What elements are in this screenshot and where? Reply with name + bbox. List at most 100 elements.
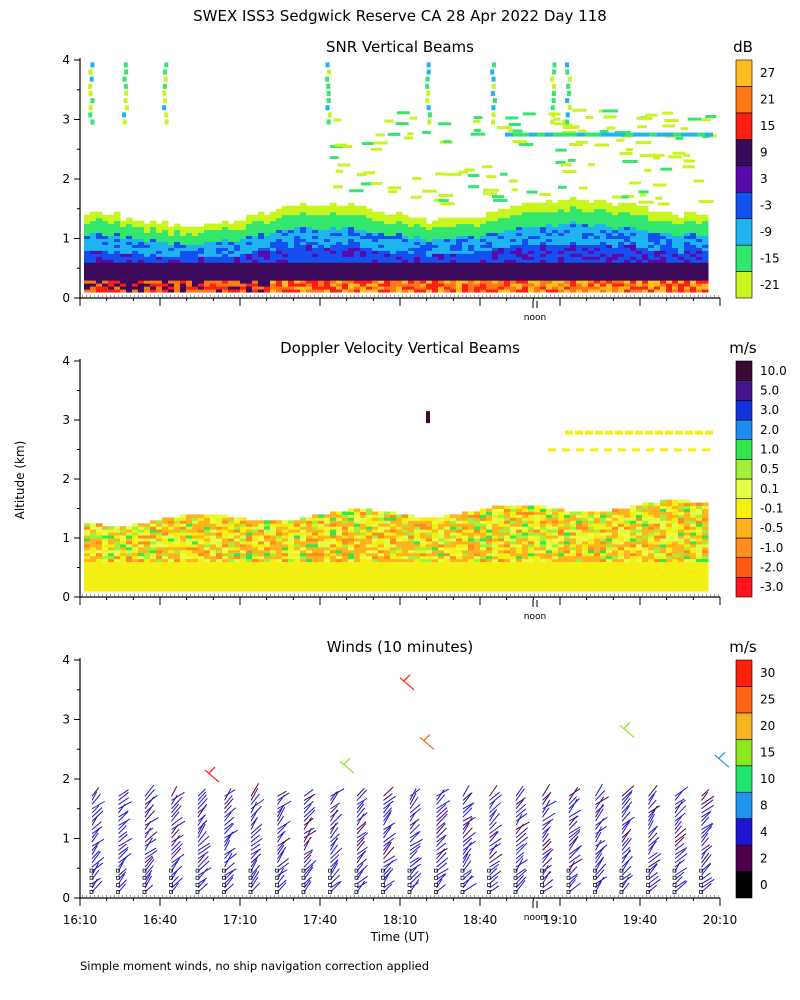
doppler-cell [342,552,349,557]
snr-cell [438,262,445,266]
snr-cell [516,274,523,278]
snr-cell [373,141,388,145]
doppler-cell [96,540,103,545]
doppler-cell [456,540,463,545]
snr-cell [462,265,469,269]
doppler-cell [282,529,289,533]
snr-cell [246,274,253,278]
snr-cell [630,226,637,231]
snr-cell [696,250,703,254]
doppler-cell [90,576,97,580]
snr-cell [498,220,505,225]
doppler-cell [108,526,115,530]
doppler-cell [132,579,139,583]
snr-cell [540,211,547,216]
snr-cell [312,241,319,245]
snr-cell [606,220,613,225]
snr-cell [336,265,343,269]
doppler-cell [126,529,133,533]
doppler-cell [516,561,523,566]
doppler-cell [312,582,319,586]
snr-cell [168,271,175,275]
doppler-cell [180,529,187,533]
doppler-cell [84,582,91,586]
doppler-cell [396,564,403,568]
doppler-cell [222,573,229,577]
snr-cell [396,259,403,263]
doppler-cell [480,526,487,530]
snr-cell [490,69,495,75]
snr-cell [618,220,625,225]
snr-cell [426,226,433,231]
snr-cell [258,226,265,231]
doppler-cell [234,564,241,568]
snr-cell [636,274,643,278]
snr-cell [528,253,535,257]
doppler-cell [468,546,475,551]
snr-cell [108,247,115,251]
doppler-cell [318,549,325,554]
snr-cell [662,111,673,115]
doppler-cell [114,567,121,571]
snr-cell [318,286,325,290]
snr-cell [108,229,115,234]
snr-cell [102,214,109,219]
snr-cell [510,286,517,290]
snr-cell [126,277,133,281]
snr-cell [647,153,656,157]
doppler-cell [264,532,271,536]
doppler-cell [372,540,379,545]
snr-cell [684,262,691,266]
snr-cell [342,208,349,213]
snr-cell [180,277,187,281]
snr-cell [582,241,589,245]
snr-cell [491,195,505,199]
snr-cell [349,189,364,193]
snr-cell [696,217,703,222]
doppler-cell [156,543,163,548]
colorbar-swatch [735,271,753,299]
snr-cell [567,90,572,96]
snr-cell [678,241,685,245]
snr-cell [288,229,295,234]
colorbar-swatch [735,86,753,114]
doppler-cell [138,538,145,542]
snr-cell [162,250,169,254]
doppler-cell [348,558,355,563]
doppler-cell [108,555,115,560]
snr-cell [264,229,271,234]
snr-cell [126,274,133,278]
snr-cell [498,271,505,275]
snr-cell [204,277,211,281]
snr-cell [522,247,529,251]
snr-cell [408,286,415,290]
doppler-cell [168,549,175,554]
doppler-cell [486,538,493,542]
doppler-cell [90,535,97,539]
doppler-cell [288,558,295,563]
snr-cell [638,200,654,204]
doppler-cell [324,543,331,548]
doppler-cell [90,585,97,589]
snr-cell [228,286,235,290]
doppler-cell [438,558,445,563]
snr-cell [150,253,157,257]
doppler-cell [234,576,241,580]
snr-cell [402,220,409,225]
snr-cell [588,265,595,269]
doppler-cell [312,535,319,539]
snr-cell [528,220,535,225]
doppler-cell [246,535,253,539]
snr-cell [540,232,547,237]
snr-cell [606,214,613,219]
doppler-cell [474,555,481,560]
snr-cell [480,247,487,251]
doppler-cell [150,573,157,577]
snr-cell [504,223,511,228]
doppler-cell [192,526,199,530]
doppler-cell [240,564,247,568]
snr-cell [123,62,128,68]
doppler-cell [162,543,169,548]
doppler-cell [120,579,127,583]
doppler-cell [102,540,109,545]
